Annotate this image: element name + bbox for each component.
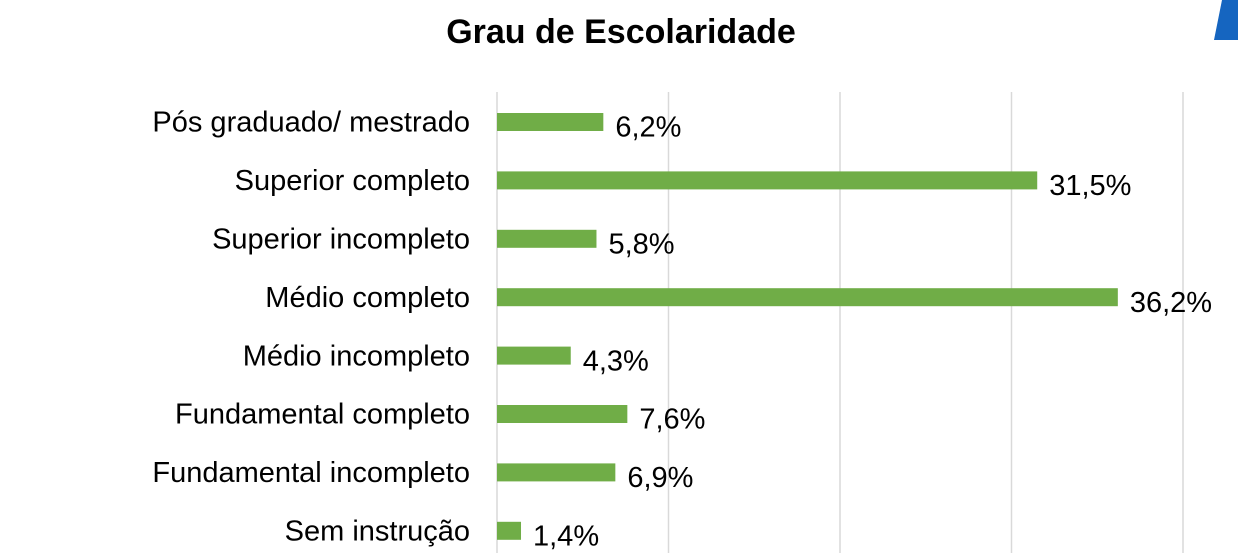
logo-fragment: [1214, 0, 1238, 40]
bar: [497, 405, 628, 423]
bar: [497, 346, 571, 365]
bar: [497, 288, 1118, 307]
y-tick-label: Superior completo: [235, 165, 470, 197]
y-tick-label: Médio incompleto: [243, 340, 470, 372]
y-tick-label: Sem instrução: [285, 515, 470, 547]
bar: [497, 463, 616, 482]
y-tick-label: Fundamental completo: [175, 399, 470, 431]
value-label: 6,9%: [627, 462, 693, 494]
y-tick-label: Fundamental incompleto: [152, 457, 470, 489]
chart-title: Grau de Escolaridade: [446, 13, 796, 51]
y-tick-label: Superior incompleto: [212, 223, 470, 255]
value-label: 7,6%: [639, 404, 705, 436]
bar: [497, 171, 1038, 190]
y-tick-label: Médio completo: [265, 282, 470, 314]
value-label: 31,5%: [1049, 170, 1131, 202]
bar: [497, 229, 597, 248]
y-tick-label: Pós graduado/ mestrado: [152, 107, 470, 139]
value-label: 4,3%: [583, 345, 649, 377]
bar: [497, 113, 604, 131]
value-label: 36,2%: [1130, 287, 1212, 319]
value-label: 6,2%: [615, 112, 681, 144]
bar: [497, 521, 522, 540]
value-label: 5,8%: [608, 228, 674, 260]
value-label: 1,4%: [533, 520, 599, 552]
